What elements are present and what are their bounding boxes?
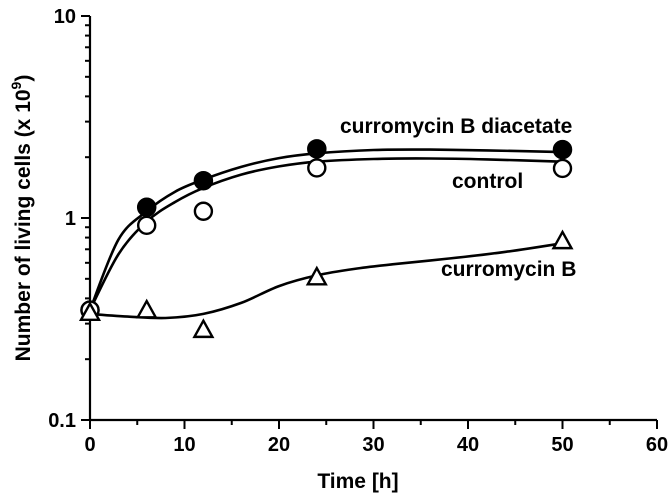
data-point [78,301,102,322]
data-point [551,229,574,250]
data-point [135,298,158,319]
data-point [552,158,573,179]
x-tick-label: 30 [362,434,384,456]
x-tick-label: 60 [646,434,668,456]
data-point [193,201,214,221]
data-point [307,158,327,178]
series-label-control: control [452,170,523,193]
x-tick-label: 50 [551,434,573,456]
x-tick-label: 0 [84,434,95,456]
fit-curve [89,241,563,320]
series-label-curromycin-b-diacetate: curromycin B diacetate [340,115,572,138]
y-axis-title-exponent: 9 [8,81,24,89]
x-axis-title: Time [h] [317,470,398,493]
data-point [193,170,214,191]
y-tick-label: 10 [54,6,76,28]
x-axis-ticks: 0 10 20 30 40 50 60 [84,420,668,456]
data-point [305,265,328,286]
x-tick-label: 10 [173,434,195,456]
data-point [192,318,215,339]
x-tick-label: 40 [457,434,479,456]
y-tick-label: 0.1 [48,410,76,432]
data-point [552,139,573,160]
data-point [307,139,327,159]
y-axis-title: Number of living cells (x 109) [8,75,35,362]
data-point [136,197,157,218]
y-axis-title-suffix: ) [12,75,35,82]
x-tick-label: 20 [268,434,290,456]
data-point [136,215,157,236]
data-points [78,139,574,339]
series-label-curromycin-b: curromycin B [441,258,576,281]
y-axis-ticks: 0.1 1 10 [48,6,90,432]
y-tick-label: 1 [65,208,76,230]
y-axis-title-main: Number of living cells (x 10 [12,89,35,361]
